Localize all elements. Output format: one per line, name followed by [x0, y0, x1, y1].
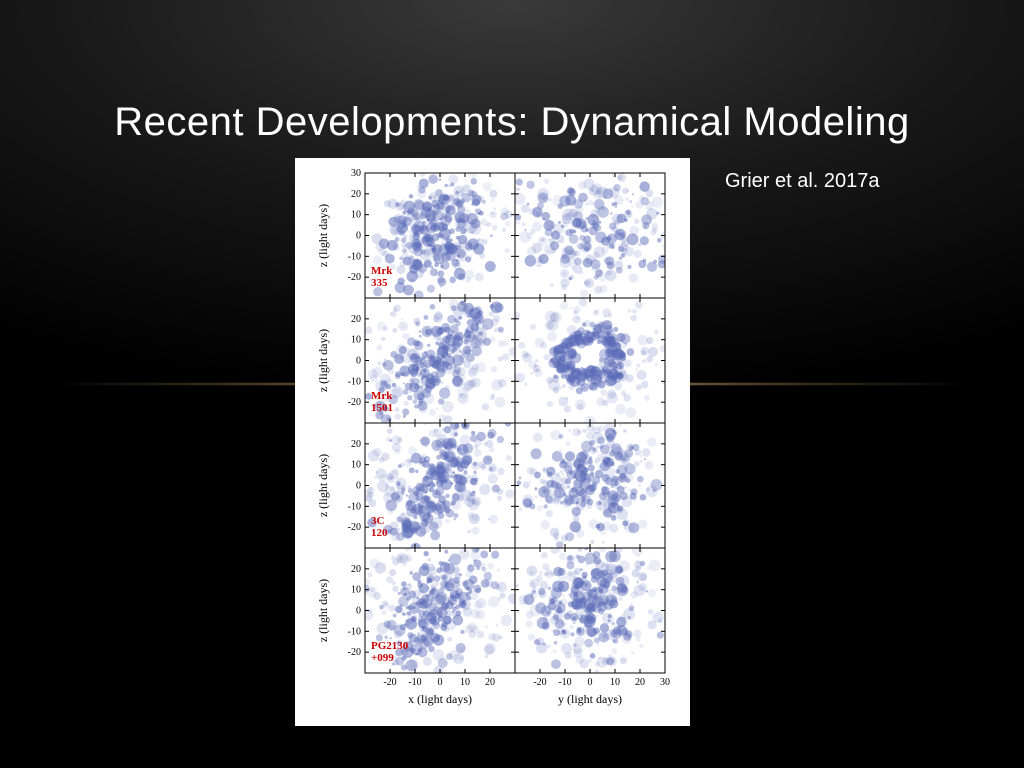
- svg-text:20: 20: [485, 677, 495, 688]
- svg-text:-20: -20: [383, 677, 396, 688]
- svg-text:y (light days): y (light days): [558, 692, 622, 706]
- svg-text:-20: -20: [533, 677, 546, 688]
- svg-text:10: 10: [351, 210, 361, 221]
- svg-text:10: 10: [351, 585, 361, 596]
- svg-text:0: 0: [356, 231, 361, 242]
- svg-text:335: 335: [371, 277, 388, 289]
- svg-text:-10: -10: [348, 501, 361, 512]
- svg-text:10: 10: [610, 677, 620, 688]
- svg-text:20: 20: [351, 439, 361, 450]
- svg-text:-10: -10: [558, 677, 571, 688]
- svg-text:10: 10: [351, 460, 361, 471]
- svg-text:-10: -10: [348, 251, 361, 262]
- svg-text:x (light days): x (light days): [408, 692, 472, 706]
- svg-text:20: 20: [351, 189, 361, 200]
- svg-text:20: 20: [351, 314, 361, 325]
- svg-text:-20: -20: [348, 272, 361, 283]
- svg-text:20: 20: [351, 564, 361, 575]
- svg-text:0: 0: [438, 677, 443, 688]
- svg-text:-10: -10: [348, 626, 361, 637]
- svg-text:z (light days): z (light days): [316, 204, 330, 267]
- scatter-grid-figure: -20-100102030Mrk335z (light days)-20-100…: [295, 158, 690, 726]
- svg-text:-20: -20: [348, 397, 361, 408]
- svg-text:30: 30: [660, 677, 670, 688]
- svg-text:-10: -10: [348, 376, 361, 387]
- svg-text:3C: 3C: [371, 515, 385, 527]
- svg-text:10: 10: [351, 335, 361, 346]
- svg-text:z (light days): z (light days): [316, 329, 330, 392]
- svg-text:0: 0: [356, 606, 361, 617]
- svg-text:20: 20: [635, 677, 645, 688]
- svg-text:120: 120: [371, 527, 388, 539]
- svg-text:0: 0: [356, 356, 361, 367]
- svg-text:-10: -10: [408, 677, 421, 688]
- svg-text:1501: 1501: [371, 402, 393, 414]
- svg-text:Mrk: Mrk: [371, 265, 393, 277]
- svg-text:-20: -20: [348, 647, 361, 658]
- svg-text:-20: -20: [348, 522, 361, 533]
- citation-text: Grier et al. 2017a: [725, 170, 880, 193]
- svg-text:0: 0: [588, 677, 593, 688]
- svg-text:0: 0: [356, 481, 361, 492]
- svg-text:Mrk: Mrk: [371, 390, 393, 402]
- svg-text:z (light days): z (light days): [316, 454, 330, 517]
- svg-text:30: 30: [351, 168, 361, 179]
- svg-text:10: 10: [460, 677, 470, 688]
- svg-text:+099: +099: [371, 652, 394, 664]
- slide-title: Recent Developments: Dynamical Modeling: [0, 100, 1024, 145]
- svg-text:z (light days): z (light days): [316, 579, 330, 642]
- svg-text:PG2130: PG2130: [371, 640, 409, 652]
